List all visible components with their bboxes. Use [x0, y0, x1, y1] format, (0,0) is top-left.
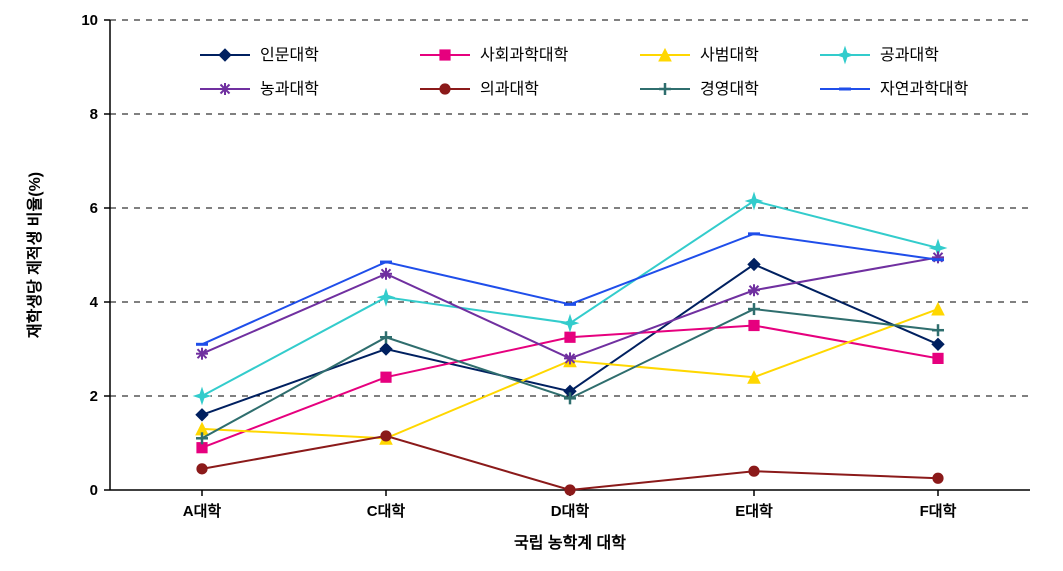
legend-label: 사범대학 — [700, 46, 759, 64]
chart-container: 0 2 4 6 8 10 A대학 C대학 D대학 E대학 F대학국립 농학계 대학 재학생당 제적생 … — [0, 0, 1063, 571]
data-point — [381, 372, 391, 382]
y-tick-label: 0 — [90, 482, 98, 499]
x-tick-label: E대학 — [735, 503, 773, 520]
legend-label: 자연과학대학 — [880, 80, 969, 98]
y-tick-label: 8 — [90, 106, 98, 123]
legend-label: 공과대학 — [880, 46, 939, 64]
x-tick-label: F대학 — [920, 503, 957, 520]
data-point — [564, 352, 576, 364]
y-tick-label: 2 — [90, 388, 98, 405]
x-axis-label: 국립 농학계 대학 — [514, 533, 626, 552]
data-point — [196, 348, 208, 360]
data-point — [380, 268, 392, 280]
legend-label: 경영대학 — [700, 80, 759, 98]
line-chart: 0 2 4 6 8 10 A대학 C대학 D대학 E대학 F대학국립 농학계 대학 재학생당 제적생 … — [0, 0, 1063, 571]
x-tick-label: D대학 — [551, 503, 590, 520]
legend-label: 인문대학 — [260, 46, 319, 64]
data-point — [749, 320, 759, 330]
legend-label: 의과대학 — [480, 80, 539, 98]
y-axis-label: 재학생당 제적생 비율(%) — [26, 172, 44, 338]
x-tick-label: C대학 — [367, 503, 406, 520]
data-point — [748, 284, 760, 296]
y-tick-label: 6 — [90, 200, 98, 217]
data-point — [197, 464, 207, 474]
legend-label: 사회과학대학 — [480, 46, 569, 64]
legend-label: 농과대학 — [260, 80, 319, 98]
data-point — [932, 251, 944, 263]
data-point — [381, 431, 391, 441]
x-tick-label: A대학 — [183, 503, 222, 520]
data-point — [565, 332, 575, 342]
data-point — [933, 353, 943, 363]
y-tick-label: 4 — [90, 294, 99, 311]
data-point — [749, 466, 759, 476]
data-point — [565, 485, 575, 495]
y-tick-label: 10 — [81, 12, 98, 29]
data-point — [933, 473, 943, 483]
